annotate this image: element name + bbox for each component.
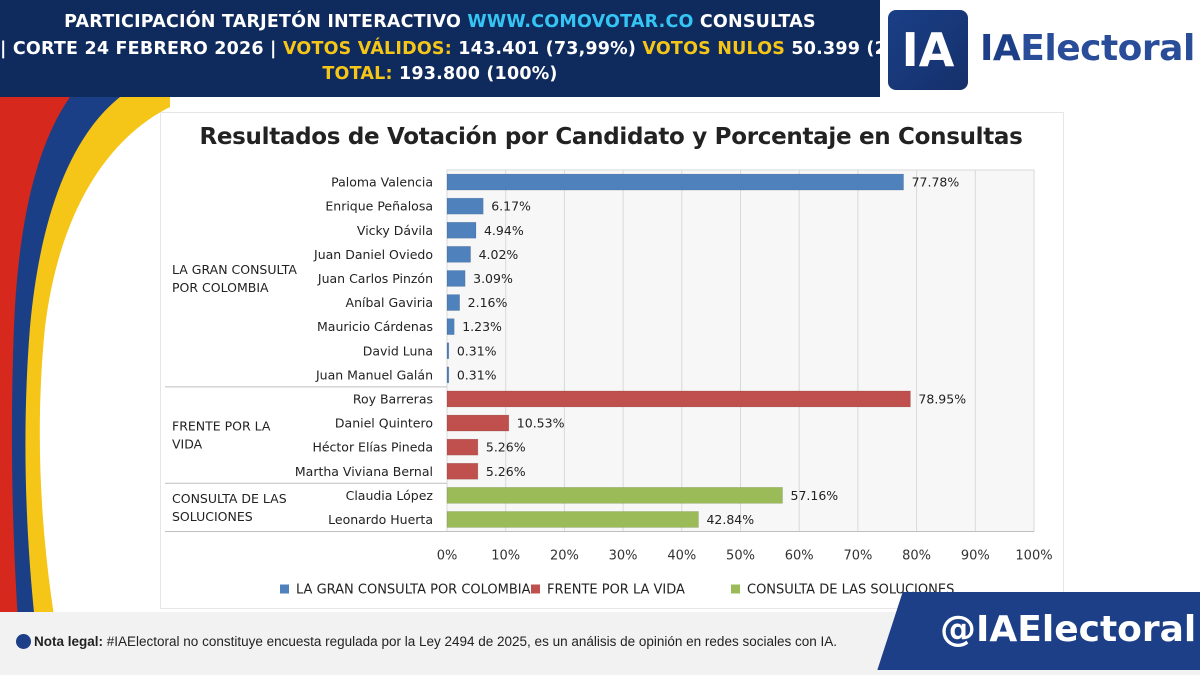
logo-mark: IA: [888, 10, 972, 94]
candidate-name: Martha Viviana Bernal: [295, 464, 433, 479]
data-label: 3.09%: [473, 271, 513, 286]
header-text: CONSULTAS: [693, 12, 816, 32]
x-tick-label: 50%: [726, 549, 755, 564]
bar: [446, 487, 783, 504]
social-handle[interactable]: @IAElectoral: [940, 609, 1197, 650]
valid-votes-label: VOTOS VÁLIDOS:: [282, 39, 452, 59]
bar: [446, 366, 450, 384]
x-tick-label: 100%: [1015, 549, 1052, 564]
candidate-name: Enrique Peñalosa: [325, 199, 433, 214]
bar: [446, 173, 904, 191]
header-banner: PARTICIPACIÓN TARJETÓN INTERACTIVO WWW.C…: [0, 0, 957, 97]
logo-wordmark-ia: IA: [980, 28, 1021, 69]
data-label: 4.02%: [479, 247, 519, 262]
candidate-name: Juan Manuel Galán: [315, 367, 433, 382]
data-label: 6.17%: [491, 199, 531, 214]
data-label: 2.16%: [468, 295, 508, 310]
total-label: TOTAL:: [322, 64, 393, 84]
header-text: | CORTE 24 FEBRERO 2026 |: [0, 39, 283, 59]
bar: [446, 270, 466, 287]
legend-label: LA GRAN CONSULTA POR COLOMBIA: [296, 583, 531, 598]
legal-note-label: Nota legal:: [34, 634, 104, 649]
x-tick-label: 70%: [843, 549, 872, 564]
valid-votes-value: 143.401 (73,99%): [451, 39, 643, 59]
bar: [446, 246, 471, 263]
legal-note: Nota legal: #IAElectoral no constituye e…: [16, 634, 837, 649]
candidate-name: Juan Daniel Oviedo: [313, 247, 433, 262]
candidate-name: Aníbal Gaviria: [346, 295, 433, 310]
x-tick-label: 40%: [667, 549, 696, 564]
candidate-name: Vicky Dávila: [357, 223, 433, 238]
website-link[interactable]: WWW.COMOVOTAR.CO: [467, 12, 694, 32]
group-label: LA GRAN CONSULTA: [172, 262, 297, 277]
x-tick-label: 80%: [902, 549, 931, 564]
bar: [446, 221, 477, 239]
legend-swatch: [731, 584, 740, 594]
data-label: 57.16%: [791, 488, 839, 503]
x-tick-label: 60%: [785, 549, 814, 564]
x-tick-label: 10%: [491, 549, 520, 564]
bar-chart: 0% 10% 20% 30% 40% 50% 60% 70% 80% 90% 100% Paloma …: [165, 169, 1053, 598]
data-label: 42.84%: [706, 512, 754, 527]
bar: [446, 197, 484, 215]
data-label: 10.53%: [517, 416, 565, 431]
bar: [446, 318, 455, 335]
header-text: PARTICIPACIÓN TARJETÓN INTERACTIVO: [64, 12, 468, 32]
bar: [446, 438, 479, 456]
x-tick-label: 0%: [437, 549, 458, 564]
header-line-2: | CORTE 24 FEBRERO 2026 | VOTOS VÁLIDOS:…: [0, 39, 957, 59]
logo-area: IA IAElectoral: [880, 0, 1200, 97]
legal-note-text: #IAElectoral no constituye encuesta regu…: [103, 634, 837, 649]
bar: [446, 342, 450, 360]
candidate-name: Roy Barreras: [353, 391, 433, 406]
data-label: 78.95%: [918, 391, 966, 406]
group-label: CONSULTA DE LAS: [172, 491, 287, 506]
candidate-name: Claudia López: [346, 488, 434, 503]
group-label: POR COLOMBIA: [172, 280, 269, 295]
bar: [446, 414, 510, 432]
data-label: 4.94%: [484, 223, 524, 238]
candidate-name: Mauricio Cárdenas: [317, 319, 433, 334]
group-label: SOLUCIONES: [172, 509, 253, 524]
globe-icon: [16, 634, 31, 649]
header-line-1: PARTICIPACIÓN TARJETÓN INTERACTIVO WWW.C…: [0, 12, 880, 32]
total-value: 193.800 (100%): [392, 64, 558, 84]
header-line-3: TOTAL: 193.800 (100%): [0, 64, 880, 84]
null-votes-label: VOTOS NULOS: [642, 39, 786, 59]
legend-swatch: [531, 584, 540, 594]
logo-mark-text: IA: [901, 23, 955, 77]
group-label: VIDA: [172, 437, 203, 452]
group-label: FRENTE POR LA: [172, 419, 271, 434]
bar: [446, 390, 911, 408]
x-tick-label: 30%: [609, 549, 638, 564]
candidate-name: Héctor Elías Pineda: [312, 440, 433, 455]
candidate-name: David Luna: [363, 343, 433, 358]
legend-swatch: [280, 584, 289, 594]
bar: [446, 462, 479, 480]
legend-label: FRENTE POR LA VIDA: [547, 583, 685, 598]
data-label: 5.26%: [486, 440, 526, 455]
bar: [446, 511, 699, 528]
data-label: 77.78%: [912, 175, 960, 190]
chart-title: Resultados de Votación por Candidato y P…: [199, 124, 1023, 150]
x-tick-label: 90%: [961, 549, 990, 564]
logo-wordmark: IAElectoral: [980, 28, 1195, 69]
logo-wordmark-electoral: Electoral: [1020, 28, 1195, 69]
data-label: 1.23%: [462, 319, 502, 334]
data-label: 5.26%: [486, 464, 526, 479]
flag-stripes-decoration: [0, 97, 170, 622]
data-label: 0.31%: [457, 367, 497, 382]
x-tick-label: 20%: [550, 549, 579, 564]
bar: [446, 294, 460, 311]
data-label: 0.31%: [457, 343, 497, 358]
candidate-name: Leonardo Huerta: [328, 512, 433, 527]
candidate-name: Paloma Valencia: [331, 175, 433, 190]
candidate-name: Daniel Quintero: [335, 416, 433, 431]
candidate-name: Juan Carlos Pinzón: [317, 271, 433, 286]
